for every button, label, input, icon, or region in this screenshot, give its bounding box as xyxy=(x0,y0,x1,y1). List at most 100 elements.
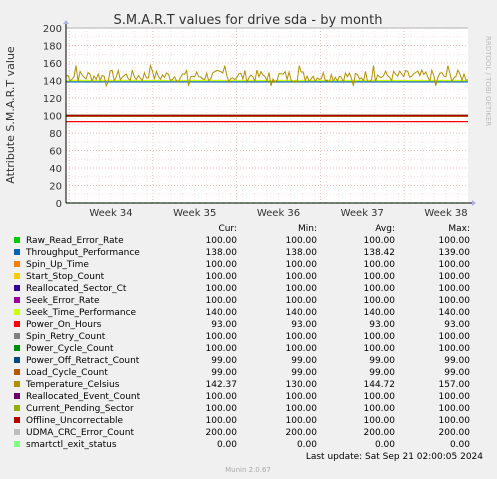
legend-avg-value: 100.00 xyxy=(364,236,396,246)
legend-max-value: 100.00 xyxy=(439,272,471,282)
legend-avg-value: 138.42 xyxy=(364,248,396,258)
legend-min-value: 100.00 xyxy=(286,296,318,306)
legend-max-value: 100.00 xyxy=(439,344,471,354)
x-tick-label: Week 38 xyxy=(424,208,467,219)
legend-cur-value: 100.00 xyxy=(206,284,238,294)
x-tick-label: Week 36 xyxy=(257,208,300,219)
legend-row: Throughput_Performance 138.00 138.00 138.42… xyxy=(14,248,470,258)
legend-cur-value: 99.00 xyxy=(211,356,237,366)
legend-max-value: 139.00 xyxy=(439,248,471,258)
legend-cur-value: 93.00 xyxy=(211,320,237,330)
legend-row: UDMA_CRC_Error_Count 200.00 200.00 200.00 20… xyxy=(14,428,470,438)
legend-max-value: 100.00 xyxy=(439,332,471,342)
legend-min-value: 130.00 xyxy=(286,380,318,390)
legend-min-value: 138.00 xyxy=(286,248,318,258)
legend-row: Spin_Retry_Count 100.00 100.00 100.00 100.00 xyxy=(14,332,470,342)
legend-swatch xyxy=(14,309,20,315)
legend-row: Offline_Uncorrectable 100.00 100.00 100.00 1… xyxy=(14,416,470,426)
y-tick-label: 60 xyxy=(49,147,62,158)
legend-series-name: Power_On_Hours xyxy=(26,320,102,330)
legend-series-name: Power_Cycle_Count xyxy=(26,344,114,354)
x-tick-label: Week 35 xyxy=(173,208,216,219)
legend-avg-value: 100.00 xyxy=(364,260,396,270)
legend-avg-value: 0.00 xyxy=(375,440,395,450)
legend-series-name: Start_Stop_Count xyxy=(26,272,105,282)
legend-cur-value: 200.00 xyxy=(206,428,238,438)
legend-max-value: 0.00 xyxy=(450,440,470,450)
legend-max-value: 140.00 xyxy=(439,308,471,318)
legend-series-name: Offline_Uncorrectable xyxy=(26,416,124,426)
munin-version: Munin 2.0.67 xyxy=(225,466,271,474)
legend-min-value: 100.00 xyxy=(286,236,318,246)
legend-row: smartctl_exit_status 0.00 0.00 0.00 0.00 xyxy=(14,440,470,450)
legend-min-value: 140.00 xyxy=(286,308,318,318)
y-tick-label: 40 xyxy=(49,164,62,175)
legend-cur-value: 99.00 xyxy=(211,368,237,378)
legend-cur-value: 100.00 xyxy=(206,416,238,426)
legend-series-name: Temperature_Celsius xyxy=(25,380,120,390)
x-tick-label: Week 34 xyxy=(89,208,132,219)
legend-avg-value: 100.00 xyxy=(364,332,396,342)
legend-cur-value: 100.00 xyxy=(206,296,238,306)
legend: Cur: Min: Avg: Max: Raw_Read_Error_Rate 1… xyxy=(14,224,470,450)
legend-avg-value: 93.00 xyxy=(369,320,395,330)
legend-cur-value: 140.00 xyxy=(206,308,238,318)
y-tick-label: 20 xyxy=(49,182,62,193)
x-axis-ticks: Week 34 Week 35 Week 36 Week 37 Week 38 xyxy=(89,208,467,219)
legend-max-value: 99.00 xyxy=(444,356,470,366)
legend-max-value: 100.00 xyxy=(439,236,471,246)
legend-row: Reallocated_Event_Count 100.00 100.00 100.0… xyxy=(14,392,470,402)
legend-min-value: 0.00 xyxy=(297,440,317,450)
legend-max-value: 100.00 xyxy=(439,260,471,270)
legend-series-name: smartctl_exit_status xyxy=(26,440,117,450)
legend-row: Spin_Up_Time 100.00 100.00 100.00 100.00 xyxy=(14,260,470,270)
rrdtool-credit: RRDTOOL / TOBI OETIKER xyxy=(484,36,492,126)
legend-max-value: 100.00 xyxy=(439,296,471,306)
legend-series-name: Throughput_Performance xyxy=(25,248,140,258)
legend-min-value: 100.00 xyxy=(286,332,318,342)
legend-max-value: 99.00 xyxy=(444,368,470,378)
legend-swatch xyxy=(14,285,20,291)
legend-cur-value: 100.00 xyxy=(206,392,238,402)
legend-min-value: 99.00 xyxy=(291,368,317,378)
legend-max-value: 100.00 xyxy=(439,284,471,294)
legend-swatch xyxy=(14,417,20,423)
legend-swatch xyxy=(14,321,20,327)
legend-avg-value: 99.00 xyxy=(369,368,395,378)
legend-avg-value: 100.00 xyxy=(364,272,396,282)
legend-cur-value: 100.00 xyxy=(206,272,238,282)
y-tick-label: 180 xyxy=(43,42,62,53)
legend-series-name: UDMA_CRC_Error_Count xyxy=(26,428,134,438)
y-tick-label: 140 xyxy=(43,77,62,88)
legend-row: Power_Off_Retract_Count 99.00 99.00 99.00 99… xyxy=(14,356,470,366)
legend-min-value: 200.00 xyxy=(286,428,318,438)
legend-cur-value: 100.00 xyxy=(206,404,238,414)
y-axis-ticks: 0 20 40 60 80 100 120 140 160 180 200 xyxy=(43,24,62,210)
legend-avg-value: 100.00 xyxy=(364,404,396,414)
legend-avg-value: 99.00 xyxy=(369,356,395,366)
legend-swatch xyxy=(14,441,20,447)
legend-avg-value: 100.00 xyxy=(364,416,396,426)
legend-min-value: 100.00 xyxy=(286,416,318,426)
legend-min-value: 100.00 xyxy=(286,272,318,282)
legend-row: Current_Pending_Sector 100.00 100.00 100.00… xyxy=(14,404,470,414)
legend-cur-value: 100.00 xyxy=(206,236,238,246)
legend-series-name: Spin_Retry_Count xyxy=(26,332,106,342)
legend-swatch xyxy=(14,357,20,363)
legend-max-value: 200.00 xyxy=(439,428,471,438)
legend-row: Temperature_Celsius 142.37 130.00 144.72 157… xyxy=(14,380,470,390)
legend-avg-value: 100.00 xyxy=(364,344,396,354)
y-tick-label: 120 xyxy=(43,94,62,105)
legend-max-value: 93.00 xyxy=(444,320,470,330)
legend-max-value: 157.00 xyxy=(439,380,471,390)
axes xyxy=(63,20,476,206)
y-tick-label: 0 xyxy=(56,199,62,210)
legend-series-name: Seek_Time_Performance xyxy=(26,308,137,318)
last-update: Last update: Sat Sep 21 02:00:05 2024 xyxy=(306,452,483,462)
legend-min-value: 100.00 xyxy=(286,260,318,270)
legend-swatch xyxy=(14,369,20,375)
legend-header-cur: Cur: xyxy=(218,224,237,234)
legend-series-name: Spin_Up_Time xyxy=(26,260,89,270)
legend-swatch xyxy=(14,429,20,435)
